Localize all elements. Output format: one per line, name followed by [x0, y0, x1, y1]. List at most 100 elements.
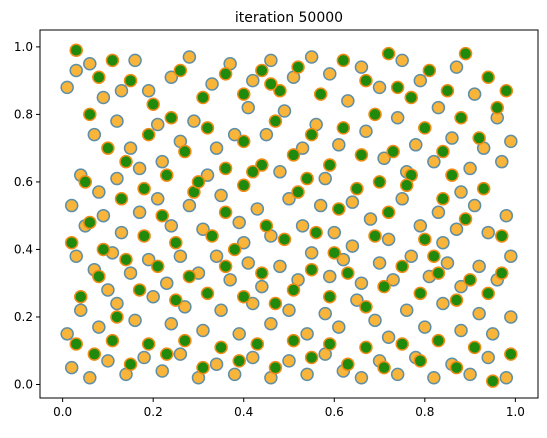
- scatter-point-s0-167: [345, 239, 360, 253]
- scatter-point-s0-146: [282, 354, 296, 368]
- scatter-point-s1-57: [259, 219, 274, 233]
- scatter-point-s1-91: [431, 266, 446, 280]
- scatter-point-s1-74: [132, 283, 147, 297]
- scatter-point-s0-51: [182, 50, 197, 64]
- chart-title: iteration 50000: [235, 10, 343, 26]
- scatter-point-s0-144: [246, 350, 260, 365]
- scatter-point-s0-37: [467, 87, 482, 101]
- scatter-point-s0-11: [92, 185, 106, 199]
- scatter-point-s1-108: [286, 333, 301, 348]
- scatter-point-s1-14: [359, 73, 373, 88]
- scatter-point-s0-80: [69, 249, 83, 263]
- scatter-point-s0-64: [250, 202, 265, 216]
- scatter-point-s0-61: [196, 222, 210, 236]
- scatter-point-s1-101: [160, 347, 174, 361]
- scatter-point-s1-80: [236, 289, 251, 304]
- scatter-point-s0-119: [264, 316, 278, 331]
- scatter-point-s1-1: [92, 70, 106, 85]
- scatter-point-s0-109: [92, 320, 106, 334]
- scatter-point-s1-46: [64, 235, 79, 250]
- scatter-point-s1-12: [313, 87, 328, 101]
- scatter-point-s1-30: [236, 134, 251, 149]
- scatter-point-s0-142: [209, 357, 224, 371]
- points-layer: [60, 43, 518, 388]
- scatter-point-s0-78: [481, 225, 495, 240]
- scatter-point-s1-110: [323, 337, 337, 351]
- scatter-point-s0-60: [182, 198, 197, 213]
- scatter-point-s1-105: [232, 354, 246, 368]
- x-axis-ticks: 0.0 0.2 0.4 0.6 0.8 1.0: [53, 398, 525, 419]
- scatter-point-s1-18: [440, 84, 455, 98]
- scatter-point-s1-88: [377, 279, 391, 294]
- scatter-point-s0-100: [404, 249, 418, 263]
- scatter-point-s0-19: [241, 100, 255, 115]
- scatter-point-s1-61: [332, 202, 346, 216]
- scatter-point-s1-19: [458, 46, 473, 61]
- axes-frame: [39, 29, 539, 399]
- scatter-point-s1-71: [74, 289, 88, 304]
- scatter-point-s0-121: [300, 327, 314, 341]
- scatter-point-s0-26: [359, 124, 373, 139]
- scatter-point-s0-107: [60, 327, 74, 341]
- scatter-point-s1-121: [78, 175, 93, 189]
- scatter-point-s1-11: [291, 60, 305, 74]
- scatter-point-s1-109: [304, 350, 319, 365]
- scatter-point-s0-158: [499, 370, 514, 385]
- scatter-point-s0-27: [377, 151, 391, 166]
- x-tick-label: 0.2: [144, 405, 163, 419]
- scatter-point-s1-23: [101, 141, 115, 155]
- scatter-point-s0-168: [436, 235, 450, 250]
- scatter-point-s1-2: [105, 53, 120, 68]
- scatter-point-s0-2: [83, 57, 97, 71]
- scatter-point-s1-93: [463, 273, 477, 287]
- scatter-point-s0-3: [96, 90, 111, 105]
- scatter-point-s1-54: [205, 229, 219, 243]
- scatter-point-s0-66: [282, 192, 296, 206]
- scatter-point-s1-26: [160, 168, 174, 182]
- scatter-point-s1-113: [377, 360, 391, 375]
- scatter-point-s1-67: [436, 192, 450, 206]
- scatter-point-s0-5: [128, 53, 142, 68]
- y-tick-label: 0.4: [14, 242, 33, 256]
- scatter-point-s1-41: [418, 121, 432, 135]
- scatter-point-s0-89: [223, 273, 237, 287]
- scatter-point-s0-30: [427, 154, 441, 169]
- scatter-point-s0-164: [454, 185, 468, 199]
- scatter-point-s0-44: [323, 67, 337, 81]
- scatter-point-s1-98: [105, 333, 120, 348]
- scatter-point-s1-33: [286, 148, 301, 162]
- scatter-point-s0-162: [318, 171, 332, 186]
- scatter-point-s0-126: [381, 330, 396, 344]
- scatter-point-s1-9: [255, 63, 269, 78]
- scatter-point-s0-18: [227, 127, 242, 142]
- scatter-point-s1-29: [218, 161, 233, 176]
- scatter-point-s0-132: [485, 327, 500, 341]
- scatter-point-s0-21: [277, 104, 292, 118]
- scatter-point-s0-166: [236, 235, 251, 250]
- scatter-point-s1-37: [354, 148, 369, 162]
- scatter-point-s1-112: [359, 340, 373, 355]
- scatter-point-s1-66: [418, 232, 432, 247]
- scatter-point-s1-62: [350, 181, 364, 196]
- scatter-point-s1-32: [268, 114, 283, 128]
- scatter-point-s1-77: [182, 269, 197, 284]
- scatter-point-s0-52: [164, 70, 179, 85]
- scatter-point-s0-6: [141, 84, 156, 98]
- scatter-point-s1-111: [341, 357, 355, 371]
- scatter-point-s1-42: [436, 144, 450, 159]
- scatter-point-s0-138: [137, 350, 151, 365]
- scatter-point-s0-71: [363, 212, 378, 226]
- scatter-point-s0-160: [200, 168, 215, 182]
- scatter-point-s1-107: [268, 360, 283, 375]
- scatter-point-s0-74: [413, 219, 428, 233]
- scatter-point-s1-8: [236, 87, 251, 101]
- scatter-point-s0-38: [449, 60, 464, 74]
- scatter-point-s0-28: [390, 111, 405, 125]
- scatter-point-s1-130: [327, 246, 342, 260]
- y-tick-label: 0.0: [14, 377, 33, 391]
- scatter-point-s0-120: [282, 303, 296, 317]
- scatter-point-s1-5: [173, 63, 188, 78]
- scatter-point-s0-41: [395, 53, 409, 68]
- scatter-point-s0-20: [259, 127, 274, 142]
